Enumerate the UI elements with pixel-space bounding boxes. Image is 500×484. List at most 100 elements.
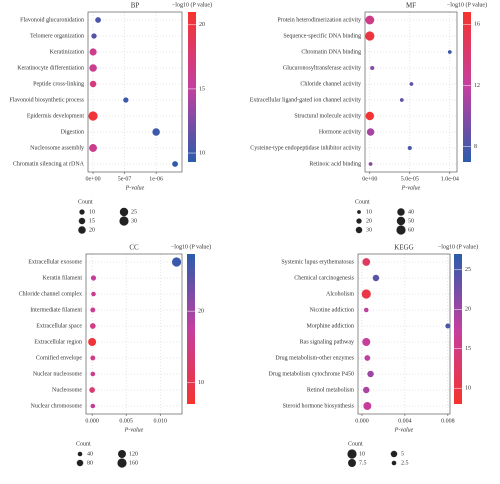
- category-label: Retinol metabolism: [307, 387, 354, 393]
- size-legend-label: 30: [131, 218, 137, 224]
- colorbar-tick-label: 10: [198, 380, 204, 386]
- category-label: Sequence-specific DNA binding: [283, 32, 361, 39]
- plot-frame: [87, 11, 183, 173]
- bubble: [364, 355, 371, 361]
- size-legend-label: 30: [366, 227, 372, 233]
- category-label: Flavonoid biosynthetic process: [9, 97, 84, 103]
- bubble: [90, 355, 96, 361]
- size-legend-dot: [357, 210, 361, 214]
- panel-title: BP: [131, 2, 140, 10]
- x-tick-label: 0.005: [119, 418, 133, 424]
- size-legend-title: Count: [348, 441, 363, 447]
- colorbar-tick-label: 20: [465, 307, 471, 313]
- x-axis-label: P-value: [394, 427, 414, 433]
- bubble: [407, 145, 412, 151]
- size-legend-label: 10: [89, 209, 95, 215]
- panel-title: MF: [406, 2, 416, 10]
- category-label: Drug metabolism cytochrome P450: [269, 371, 355, 377]
- category-label: Keratin filament: [43, 274, 83, 281]
- bubble: [90, 275, 97, 281]
- bubble: [365, 111, 374, 121]
- colorbar-title: −log10 (P value): [172, 1, 212, 8]
- bubble: [88, 338, 97, 346]
- size-legend-label: 80: [87, 460, 93, 466]
- category-label: Extracellular region: [34, 339, 82, 345]
- bubble: [89, 48, 97, 56]
- x-axis-label: P-value: [124, 427, 144, 433]
- bubble: [89, 80, 97, 88]
- bubble: [88, 111, 98, 121]
- x-tick-label: 5.0e-05: [401, 176, 419, 182]
- category-label: Nuclear nucleosome: [33, 371, 82, 377]
- bubble: [366, 128, 375, 136]
- colorbar: [454, 254, 462, 404]
- category-label: Drug metabolism-other enzymes: [275, 355, 354, 361]
- size-legend-label: 40: [408, 209, 414, 215]
- size-legend-label: 120: [129, 451, 138, 457]
- category-label: Cornified envelope: [36, 354, 82, 361]
- size-legend-dot: [355, 226, 363, 234]
- colorbar-tick-label: 20: [198, 309, 204, 315]
- size-legend-title: Count: [355, 199, 370, 205]
- size-legend-dot: [396, 216, 406, 226]
- bubble: [91, 291, 96, 297]
- category-label: Chromatin DNA binding: [301, 49, 361, 55]
- category-label: Chloride channel activity: [300, 81, 361, 87]
- size-legend-dot: [347, 449, 357, 459]
- size-legend-label: 10: [366, 209, 372, 215]
- category-label: Extracellular exosome: [28, 259, 82, 265]
- category-label: Telomere organization: [30, 33, 84, 39]
- bubble: [89, 323, 96, 329]
- x-axis-label: P-value: [401, 185, 421, 191]
- size-legend-label: 160: [129, 460, 138, 466]
- size-legend-label: 15: [89, 218, 95, 224]
- colorbar-tick-label: 8: [474, 144, 477, 150]
- category-label: Keratinization: [50, 49, 84, 55]
- panel-title: KEGG: [394, 244, 413, 252]
- bubble: [90, 403, 96, 409]
- size-legend-label: 5: [401, 451, 404, 457]
- size-legend-label: 10: [359, 451, 365, 457]
- category-label: Nucleosome assembly: [30, 145, 84, 151]
- category-label: Chemical carcinogenesis: [294, 275, 354, 281]
- size-legend-dot: [118, 450, 126, 458]
- x-tick-label: 1e-06: [149, 176, 163, 182]
- category-label: Alcoholism: [326, 291, 354, 297]
- size-legend-label: 40: [87, 451, 93, 457]
- panel: CC Extracellular exosome Keratin filament C…: [19, 243, 211, 468]
- category-label: Structural molecule activity: [294, 113, 361, 119]
- size-legend-dot: [77, 451, 83, 457]
- bubble: [123, 97, 129, 103]
- category-label: Steroid hormone biosynthesis: [283, 403, 355, 409]
- bubble: [368, 162, 373, 166]
- category-label: Morphine addiction: [307, 323, 355, 329]
- bubble: [363, 307, 369, 313]
- size-legend-dot: [78, 226, 86, 234]
- bubble: [90, 371, 96, 377]
- size-legend-dot: [76, 459, 84, 467]
- size-legend-dot: [119, 207, 129, 217]
- bubble: [91, 33, 97, 39]
- category-label: Extracellular space: [36, 323, 82, 329]
- category-label: Intermediate filament: [30, 306, 82, 313]
- colorbar: [187, 254, 195, 404]
- x-tick-label: 0e+00: [86, 176, 101, 182]
- x-tick-label: 0.000: [355, 418, 369, 424]
- bubble: [362, 338, 371, 346]
- x-axis-label: P-value: [125, 185, 145, 191]
- colorbar-title: −log10 (P value): [438, 243, 478, 250]
- bubble: [152, 128, 160, 136]
- size-legend-label: 2.5: [401, 460, 409, 466]
- category-label: Chromatin silencing at rDNA: [13, 161, 85, 167]
- size-legend-label: 7.5: [359, 460, 367, 466]
- bubble: [89, 387, 95, 393]
- colorbar-title: −log10 (P value): [171, 243, 211, 250]
- category-label: Ras signaling pathway: [300, 339, 354, 345]
- x-tick-label: 0.004: [398, 418, 412, 424]
- bubble: [409, 82, 414, 86]
- category-label: Cysteine-type endopeptidase inhibitor ac…: [250, 145, 361, 151]
- colorbar-tick-label: 10: [199, 150, 205, 156]
- size-legend-title: Count: [76, 441, 91, 447]
- category-label: Hormone activity: [319, 129, 361, 135]
- category-label: Nuclear chromosome: [31, 403, 83, 409]
